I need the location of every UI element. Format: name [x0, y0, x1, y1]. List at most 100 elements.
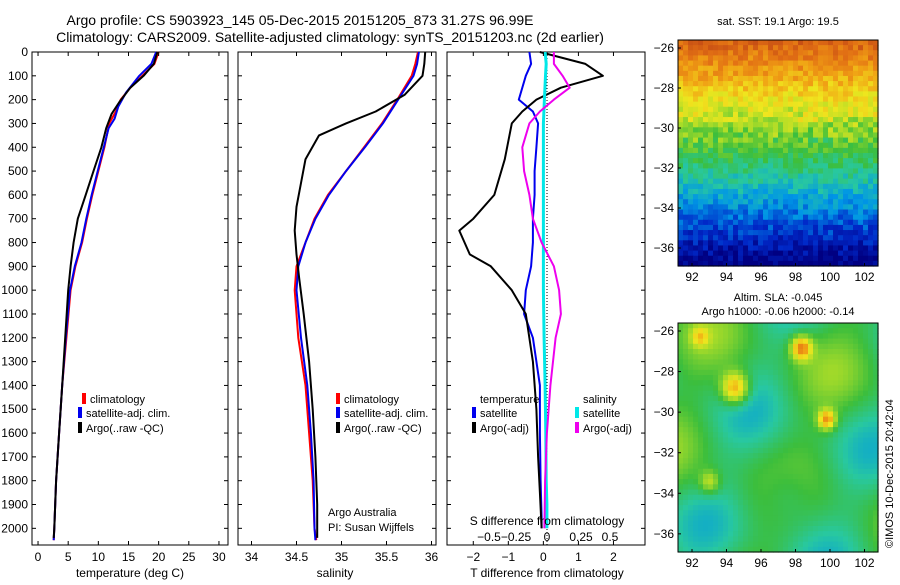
- map-cell: [698, 432, 704, 439]
- map-cell: [783, 235, 789, 241]
- map-cell: [798, 520, 804, 527]
- map-cell: [793, 168, 799, 175]
- map-cell: [858, 546, 864, 553]
- map-cell: [683, 96, 689, 103]
- map-cell: [718, 520, 724, 527]
- map-cell: [783, 349, 789, 355]
- map-cell: [813, 50, 819, 57]
- map-cell: [728, 489, 734, 496]
- map-cell: [773, 214, 779, 221]
- map-cell: [853, 489, 859, 496]
- map-cell: [808, 250, 814, 257]
- map-cell: [863, 65, 869, 72]
- map-cell: [723, 65, 729, 72]
- map-cell: [718, 183, 724, 190]
- map-cell: [723, 240, 729, 247]
- map-cell: [788, 411, 794, 418]
- map-cell: [723, 132, 729, 139]
- map-cell: [828, 333, 834, 340]
- map-cell: [823, 395, 829, 402]
- map-cell: [868, 489, 874, 496]
- map-cell: [743, 401, 749, 407]
- map-cell: [773, 349, 779, 355]
- map-cell: [693, 489, 699, 496]
- map-cell: [718, 494, 724, 501]
- map-cell: [748, 158, 754, 164]
- map-cell: [858, 173, 864, 180]
- map-cell: [743, 111, 749, 118]
- map-cell: [823, 75, 829, 82]
- map-cell: [853, 127, 859, 134]
- map-cell: [853, 224, 859, 231]
- map-cell: [728, 91, 734, 98]
- map-cell: [743, 117, 749, 123]
- map-cell: [753, 395, 759, 402]
- map-cell: [773, 359, 779, 366]
- map-cell: [723, 153, 729, 159]
- map-cell: [848, 235, 854, 241]
- map-cell: [738, 178, 744, 185]
- map-cell: [788, 91, 794, 98]
- map-cell: [688, 499, 694, 506]
- map-cell: [738, 245, 744, 252]
- map-cell: [843, 106, 849, 113]
- map-cell: [768, 245, 774, 252]
- map-cell: [688, 45, 694, 51]
- map-cell: [773, 55, 779, 62]
- map-cell: [763, 137, 769, 144]
- map-cell: [758, 111, 764, 118]
- map-cell: [868, 209, 874, 216]
- map-cell: [758, 158, 764, 164]
- map-cell: [683, 178, 689, 185]
- map-cell: [773, 158, 779, 164]
- map-cell: [718, 245, 724, 252]
- map-cell: [868, 328, 874, 334]
- map-cell: [743, 427, 749, 433]
- map-cell: [853, 214, 859, 221]
- map-cell: [773, 453, 779, 459]
- map-cell: [823, 338, 829, 345]
- map-cell: [733, 188, 739, 195]
- map-cell: [863, 453, 869, 459]
- map-cell: [863, 168, 869, 175]
- map-cell: [703, 55, 709, 62]
- map-cell: [693, 338, 699, 345]
- map-cell: [758, 349, 764, 355]
- map-cell: [728, 230, 734, 236]
- map-cell: [743, 81, 749, 87]
- map-cell: [718, 60, 724, 67]
- map-cell: [803, 153, 809, 159]
- map-cell: [738, 158, 744, 164]
- map-cell: [858, 515, 864, 522]
- map-cell: [743, 183, 749, 190]
- map-cell: [738, 385, 744, 392]
- map-cell: [863, 178, 869, 185]
- map-cell: [868, 390, 874, 397]
- map-cell: [688, 520, 694, 527]
- map-cell: [798, 230, 804, 236]
- map-cell: [688, 153, 694, 159]
- map-cell: [748, 60, 754, 67]
- map-cell: [773, 484, 779, 491]
- map-cell: [728, 442, 734, 449]
- map-cell: [798, 338, 804, 345]
- map-cell: [788, 406, 794, 413]
- map-cell: [868, 349, 874, 355]
- map-cell: [828, 442, 834, 449]
- map-cell: [823, 458, 829, 465]
- map-cell: [798, 173, 804, 180]
- map-cell: [868, 142, 874, 149]
- map-cell: [788, 359, 794, 366]
- map-cell: [848, 101, 854, 108]
- map-cell: [873, 230, 879, 236]
- map-cell: [828, 199, 834, 205]
- map-cell: [723, 158, 729, 164]
- map-cell: [828, 541, 834, 548]
- map-cell: [708, 525, 714, 532]
- map-cell: [803, 235, 809, 241]
- map-cell: [773, 183, 779, 190]
- map-cell: [683, 250, 689, 257]
- map-cell: [763, 416, 769, 423]
- map-cell: [808, 447, 814, 454]
- map-cell: [703, 536, 709, 543]
